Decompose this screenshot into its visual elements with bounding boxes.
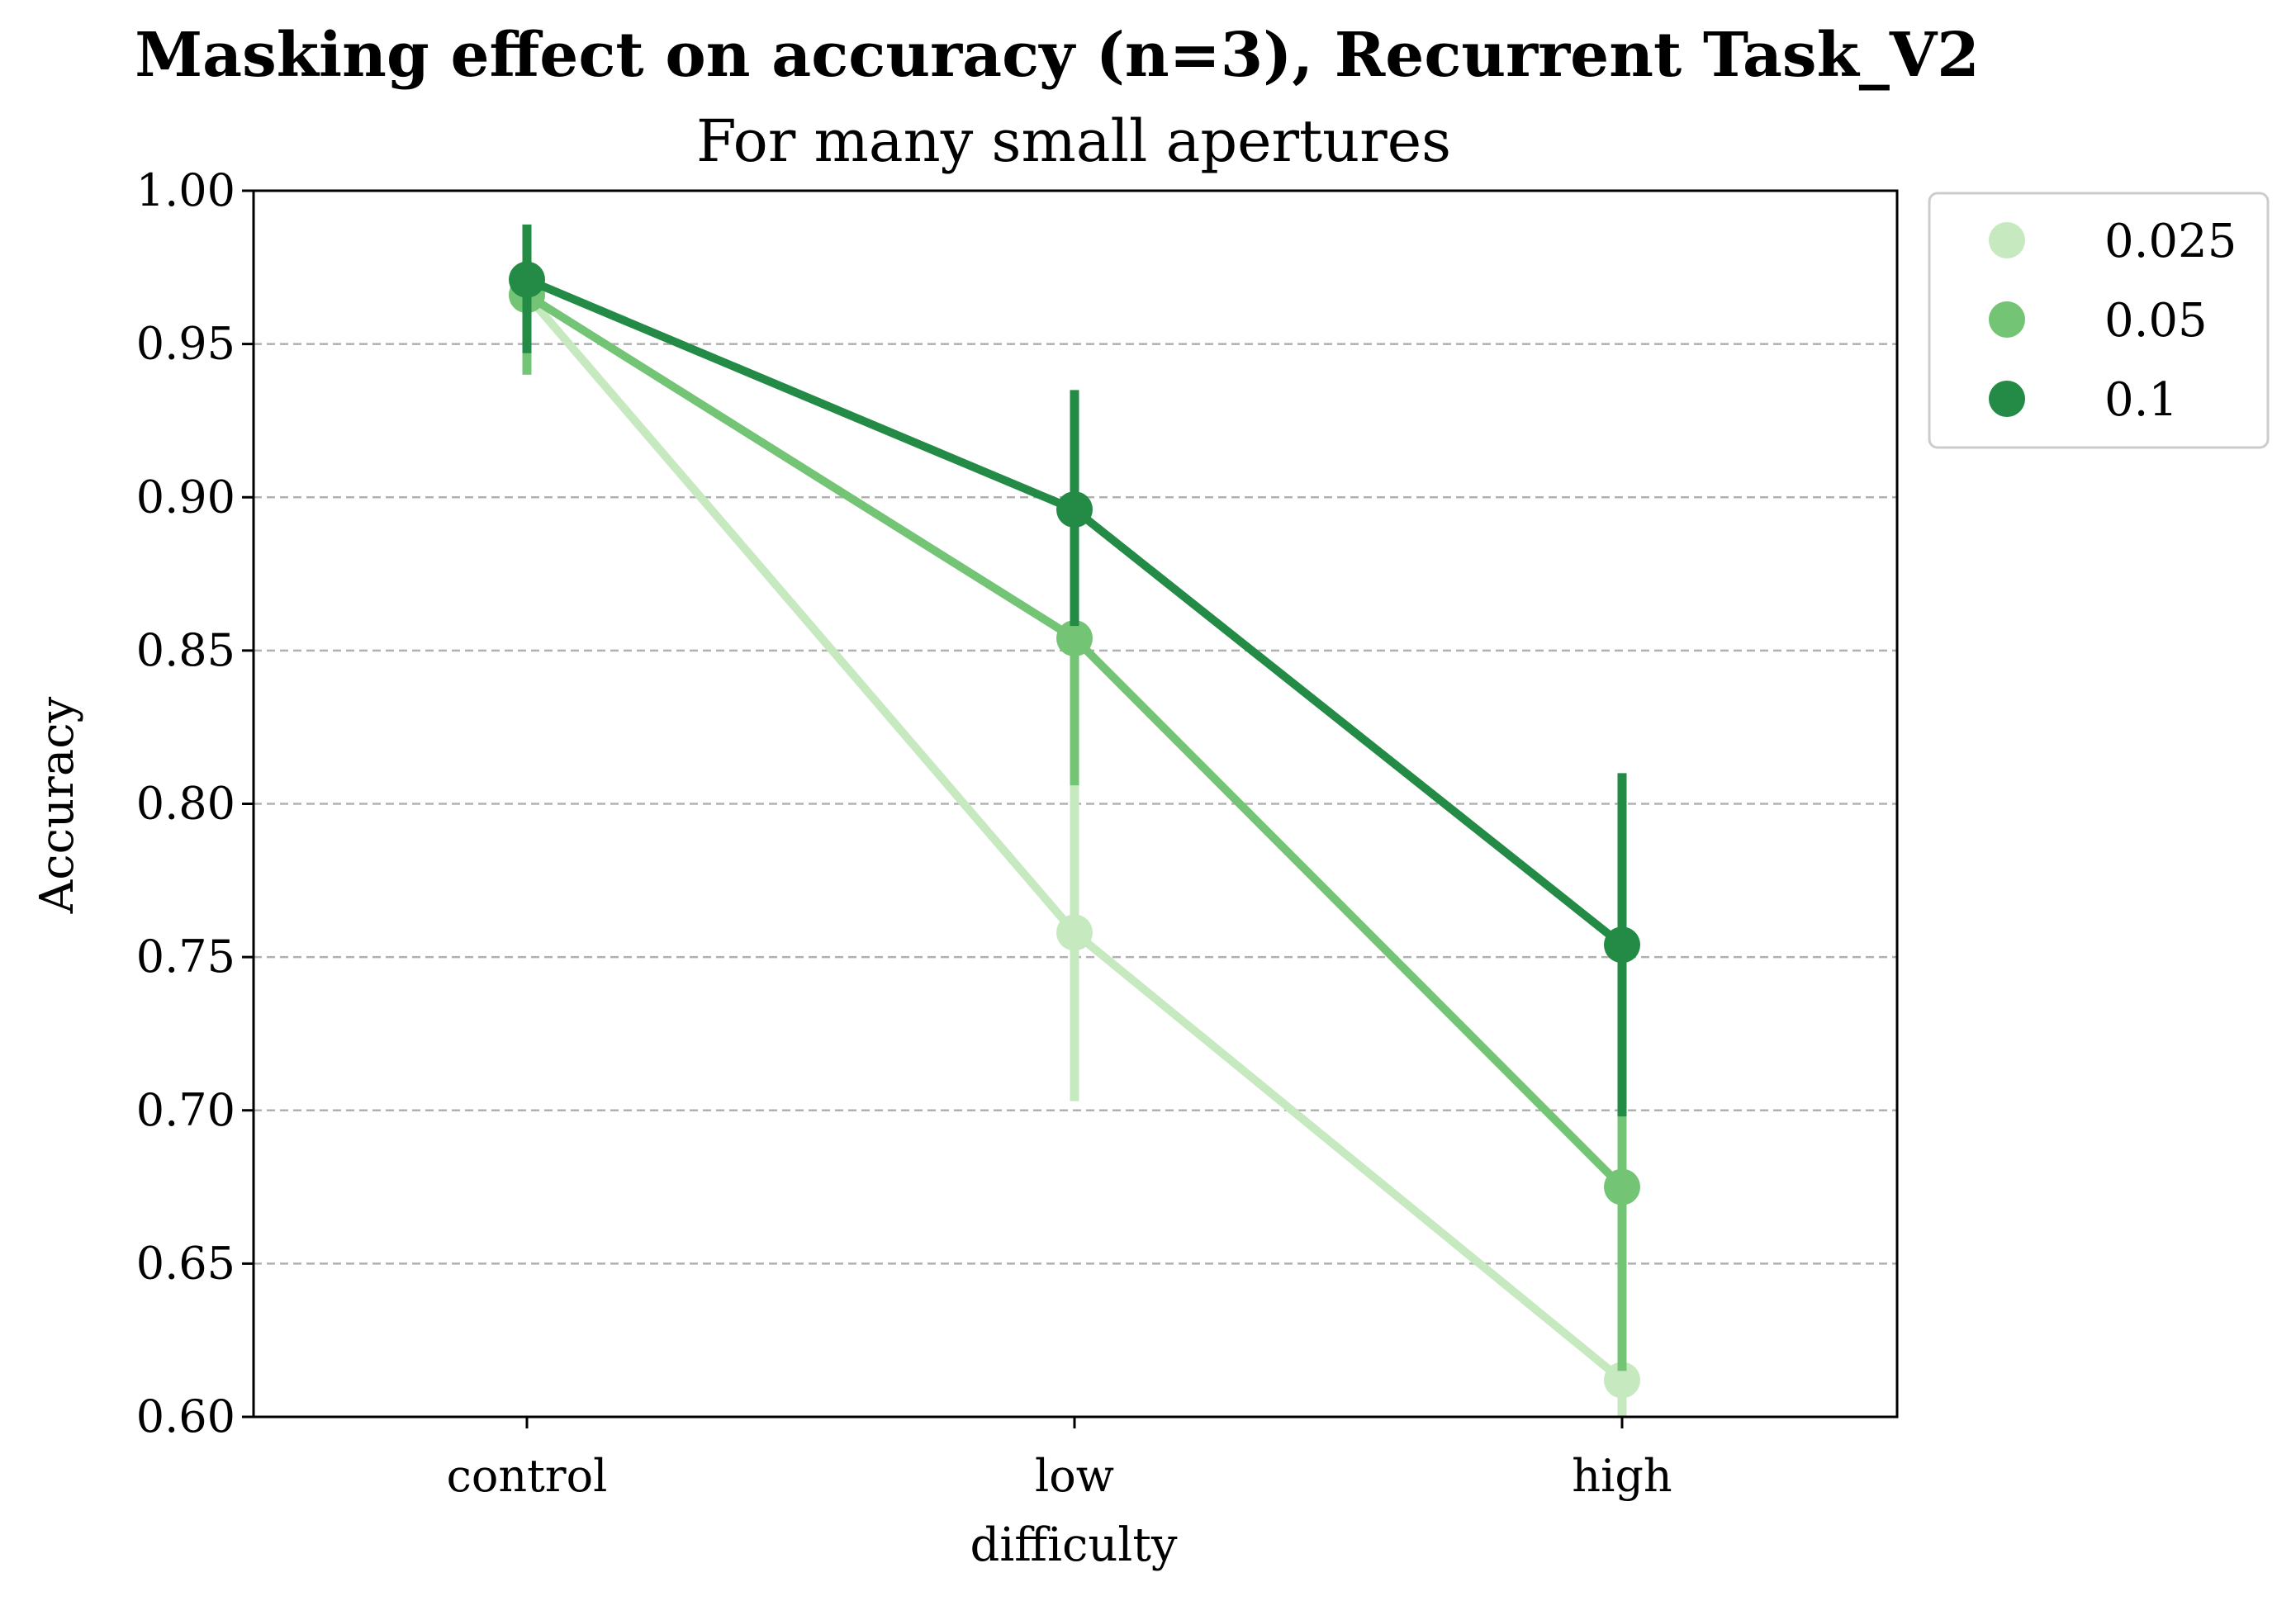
legend: 0.025 0.05 0.1 [1928, 192, 2270, 449]
series-0.1 [509, 224, 1640, 1117]
y-tick-label: 0.95 [136, 318, 235, 370]
data-point [1604, 1168, 1640, 1205]
x-axis: control low high [447, 1417, 1672, 1502]
chart-title: Masking effect on accuracy (n=3), Recurr… [135, 20, 1980, 91]
x-tick-label: control [447, 1450, 608, 1502]
y-tick-label: 0.85 [136, 624, 235, 676]
data-point [1604, 926, 1640, 964]
legend-marker [1989, 222, 2025, 258]
legend-label: 0.05 [2104, 294, 2208, 348]
x-axis-label: difficulty [970, 1518, 1178, 1572]
data-point [1056, 620, 1093, 657]
legend-marker [1989, 381, 2025, 417]
y-tick-label: 0.80 [136, 778, 235, 830]
y-axis: 0.60 0.65 0.70 0.75 0.80 0.85 0.90 0.95 1.00 [136, 164, 254, 1442]
y-axis-label: Accuracy [31, 696, 84, 914]
y-tick-label: 0.70 [136, 1084, 235, 1136]
series-layer [509, 224, 1640, 1417]
x-tick-label: high [1572, 1450, 1672, 1502]
data-point [1604, 1362, 1640, 1399]
legend-marker [1989, 301, 2025, 338]
data-point [509, 261, 545, 298]
x-tick-label: low [1035, 1450, 1114, 1502]
chart-subtitle: For many small apertures [696, 107, 1451, 175]
data-point [1056, 491, 1093, 528]
legend-label: 0.025 [2104, 215, 2237, 268]
y-tick-label: 0.65 [136, 1237, 235, 1289]
y-tick-label: 0.75 [136, 931, 235, 983]
data-point [1056, 914, 1093, 951]
y-tick-label: 1.00 [136, 164, 235, 216]
legend-label: 0.1 [2104, 373, 2178, 427]
y-tick-label: 0.90 [136, 471, 235, 523]
y-tick-label: 0.60 [136, 1390, 235, 1442]
